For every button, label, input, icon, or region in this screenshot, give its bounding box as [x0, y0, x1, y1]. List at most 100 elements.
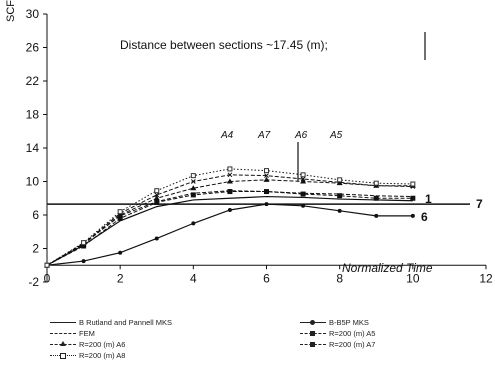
data-point [190, 192, 196, 198]
data-point [227, 207, 232, 212]
chart-title: Distance between sections ~17.45 (m); [120, 38, 328, 52]
data-point [154, 188, 160, 194]
y-tick-label: 26 [26, 41, 40, 55]
x-tick-label: 6 [263, 271, 270, 285]
data-point [263, 176, 270, 182]
data-point [264, 173, 269, 178]
series-3 [44, 189, 416, 268]
x-tick-label: 2 [117, 271, 124, 285]
data-point [337, 208, 342, 213]
series-1 [45, 202, 415, 268]
y-tick-label: 18 [26, 108, 40, 122]
series-tag-label: A7 [257, 130, 271, 141]
y-tick-label: 6 [32, 208, 39, 222]
legend-label: B Rutland and Pannell MKS [79, 318, 172, 327]
legend-swatch [300, 342, 326, 347]
data-point [337, 177, 343, 183]
x-tick-label: 8 [336, 271, 343, 285]
data-point [374, 213, 379, 218]
series-layer [44, 166, 416, 268]
series-line [46, 195, 413, 266]
legend-item: B-B5P MKS [300, 318, 369, 327]
legend-swatch [300, 331, 326, 336]
y-axis-label: SCF [5, 0, 17, 22]
data-point [226, 178, 233, 184]
data-point [191, 221, 196, 226]
legend-item: R=200 (m) A7 [300, 340, 375, 349]
legend-label: B-B5P MKS [329, 318, 369, 327]
series-tag-label: A6 [294, 130, 308, 141]
data-point [410, 181, 416, 187]
series-tag-label: A4 [220, 130, 234, 141]
y-tick-label: 22 [26, 74, 40, 88]
y-tick-label: -2 [28, 275, 39, 289]
data-point [190, 185, 197, 191]
data-point [264, 189, 269, 195]
data-point [300, 172, 306, 178]
data-point [300, 191, 306, 197]
data-point [337, 193, 343, 199]
legend-item: R=200 (m) A8 [50, 351, 125, 360]
data-point [227, 172, 233, 178]
series-0 [46, 195, 413, 266]
data-point [154, 199, 160, 205]
x-tick-label: 12 [479, 271, 493, 285]
series-tag-label: A5 [329, 130, 343, 141]
end-label: 6 [421, 210, 428, 224]
data-point [81, 240, 87, 246]
legend-label: R=200 (m) A5 [329, 329, 376, 338]
data-point [410, 213, 415, 218]
legend-label: FEM [79, 329, 95, 338]
legend-item: R=200 (m) A6 [50, 340, 125, 349]
legend: B Rutland and Pannell MKS B-B5P MKS FEM R=2… [50, 318, 490, 370]
legend-label: R=200 (m) A7 [329, 340, 376, 349]
series-line [46, 168, 413, 266]
data-point [117, 209, 123, 215]
data-point [227, 189, 233, 195]
legend-item: FEM [50, 329, 95, 338]
series-6 [44, 166, 416, 268]
data-point [154, 236, 159, 241]
data-point [227, 166, 233, 172]
data-point [44, 262, 50, 268]
data-point [190, 173, 196, 179]
data-point [300, 178, 307, 184]
legend-swatch [50, 353, 76, 359]
data-point [153, 195, 160, 201]
legend-swatch [50, 341, 76, 346]
legend-swatch [50, 322, 76, 323]
legend-swatch [300, 320, 326, 325]
series-5 [44, 172, 416, 268]
x-tick-label: 10 [406, 271, 420, 285]
x-axis-label: Normalized Time [342, 261, 433, 275]
series-line [46, 174, 413, 266]
data-point [81, 259, 86, 264]
legend-label: R=200 (m) A8 [79, 351, 126, 360]
data-point [118, 250, 123, 255]
data-point [300, 176, 306, 182]
data-point [117, 212, 124, 217]
data-point [373, 180, 379, 186]
legend-label: R=200 (m) A6 [79, 340, 126, 349]
data-point [264, 168, 269, 174]
legend-item: R=200 (m) A5 [300, 329, 375, 338]
data-point [117, 215, 123, 221]
data-point [154, 192, 160, 198]
data-point [373, 195, 379, 201]
data-point [410, 195, 416, 201]
data-point [190, 179, 196, 184]
end-label: 1 [425, 192, 432, 206]
legend-item: B Rutland and Pannell MKS [50, 318, 172, 327]
y-tick-label: 14 [26, 141, 40, 155]
y-tick-label: 10 [26, 175, 40, 189]
series-line [46, 203, 413, 266]
y-tick-label: 30 [26, 7, 40, 21]
reference-line-label: 7 [476, 197, 483, 211]
x-tick-label: 0 [44, 271, 51, 285]
legend-swatch [50, 333, 76, 334]
x-tick-label: 4 [190, 271, 197, 285]
annotation-layer: Distance between sections ~17.45 (m); Nor… [47, 32, 483, 275]
y-tick-label: 2 [32, 242, 39, 256]
